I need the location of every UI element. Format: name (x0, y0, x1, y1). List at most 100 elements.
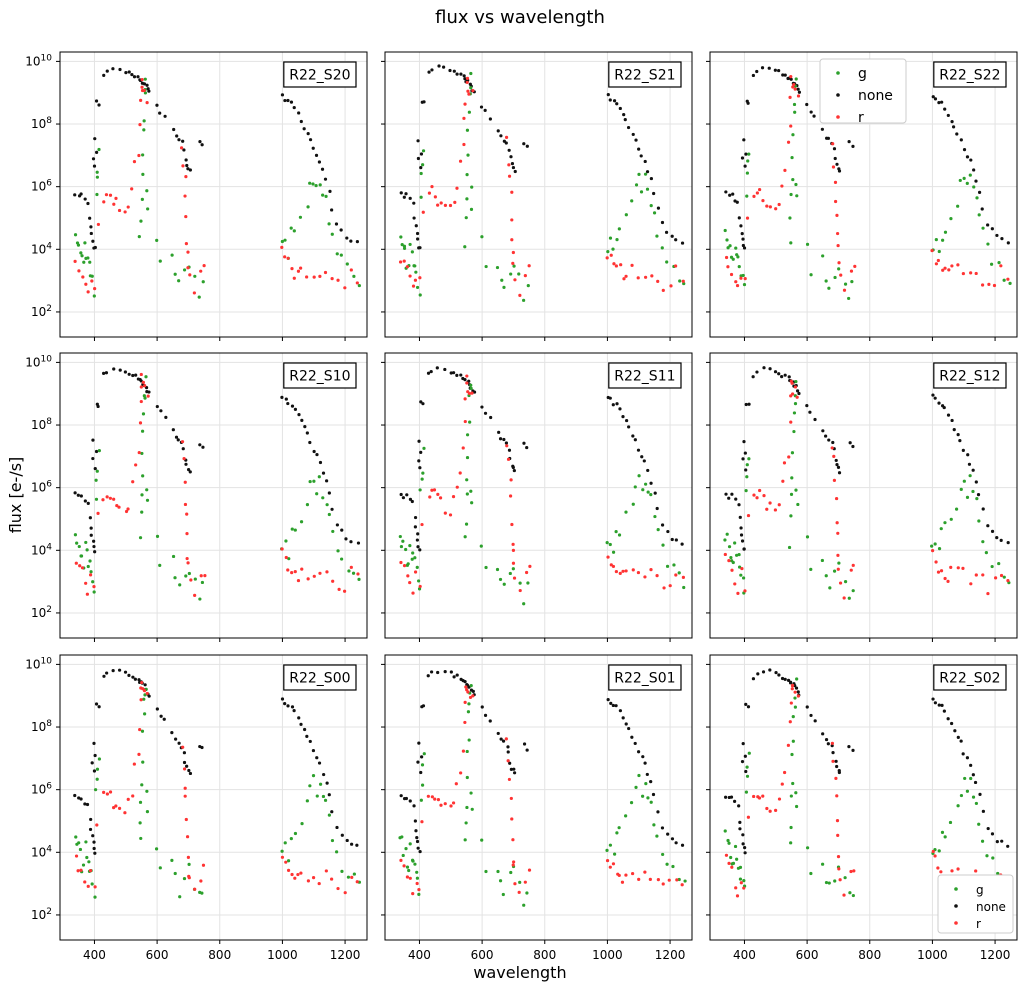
point-none (522, 441, 526, 445)
point-r (186, 855, 190, 859)
point-g (745, 765, 749, 769)
point-r (834, 496, 839, 501)
point-r (337, 587, 341, 591)
point-none (317, 761, 322, 765)
point-none (419, 450, 423, 455)
point-r (832, 478, 837, 483)
point-r (608, 865, 612, 869)
point-g (470, 185, 474, 189)
point-none (177, 741, 181, 745)
point-none (416, 846, 420, 850)
point-none (851, 144, 855, 149)
point-none (412, 804, 416, 808)
point-g (805, 242, 810, 246)
point-none (999, 538, 1003, 542)
point-none (972, 168, 976, 172)
point-r (468, 695, 473, 700)
point-g (83, 241, 87, 245)
point-r (974, 869, 978, 873)
point-none (933, 97, 938, 101)
point-none (88, 827, 93, 832)
point-g (723, 538, 727, 542)
point-g (141, 760, 145, 764)
point-r (77, 269, 81, 273)
point-r (83, 880, 87, 884)
point-none (834, 458, 838, 463)
point-r (408, 580, 412, 585)
point-none (670, 537, 674, 542)
point-none (931, 95, 935, 99)
point-g (469, 71, 473, 76)
x-tick-label: 400 (83, 948, 106, 962)
point-g (937, 547, 942, 551)
point-r (430, 185, 434, 189)
point-g (95, 192, 99, 197)
point-g (466, 710, 471, 714)
point-r (436, 798, 441, 802)
point-r (105, 792, 109, 796)
point-r (631, 568, 635, 572)
point-g (790, 476, 794, 480)
point-g (526, 284, 530, 288)
point-none (974, 480, 978, 484)
point-none (611, 703, 615, 708)
point-r (399, 858, 403, 862)
point-none (729, 795, 734, 799)
point-none (762, 366, 766, 370)
point-g (465, 805, 469, 810)
point-none (498, 437, 503, 441)
point-r (644, 275, 648, 279)
point-none (94, 449, 99, 454)
point-g (88, 260, 92, 264)
point-none (334, 222, 339, 226)
point-g (833, 879, 837, 883)
point-g (182, 268, 187, 272)
point-none (768, 367, 772, 371)
point-g (792, 429, 796, 434)
point-r (992, 283, 997, 288)
point-r (183, 794, 187, 798)
point-g (608, 236, 613, 240)
point-none (97, 103, 101, 107)
point-g (671, 864, 675, 869)
point-r (793, 87, 797, 91)
point-g (991, 856, 995, 860)
point-r (124, 509, 129, 514)
point-g (655, 834, 659, 838)
point-none (851, 748, 855, 753)
point-g (470, 807, 474, 811)
point-r (185, 532, 189, 536)
point-r (463, 419, 467, 424)
point-g (401, 539, 405, 543)
point-none (612, 99, 617, 103)
point-none (92, 539, 96, 543)
point-g (198, 597, 202, 601)
point-g (634, 785, 638, 789)
point-none (797, 90, 802, 94)
point-r (350, 875, 354, 879)
point-none (419, 152, 424, 156)
y-tick-label: 104 (31, 844, 52, 859)
point-r (343, 891, 347, 895)
point-r (842, 893, 846, 897)
point-r (614, 569, 618, 574)
point-g (404, 547, 408, 552)
point-none (740, 156, 745, 160)
point-r (511, 561, 516, 565)
axes-frame (384, 51, 693, 338)
point-g (289, 837, 293, 841)
point-r (792, 82, 796, 87)
point-r (471, 89, 475, 93)
point-none (744, 702, 748, 706)
point-none (499, 737, 503, 741)
point-none (303, 727, 307, 732)
point-none (1006, 540, 1010, 545)
point-none (488, 719, 492, 723)
point-none (742, 138, 746, 142)
point-none (127, 372, 131, 376)
point-r (981, 573, 985, 577)
point-g (85, 548, 89, 552)
point-none (831, 751, 835, 755)
point-g (792, 102, 797, 107)
point-r (681, 279, 685, 283)
